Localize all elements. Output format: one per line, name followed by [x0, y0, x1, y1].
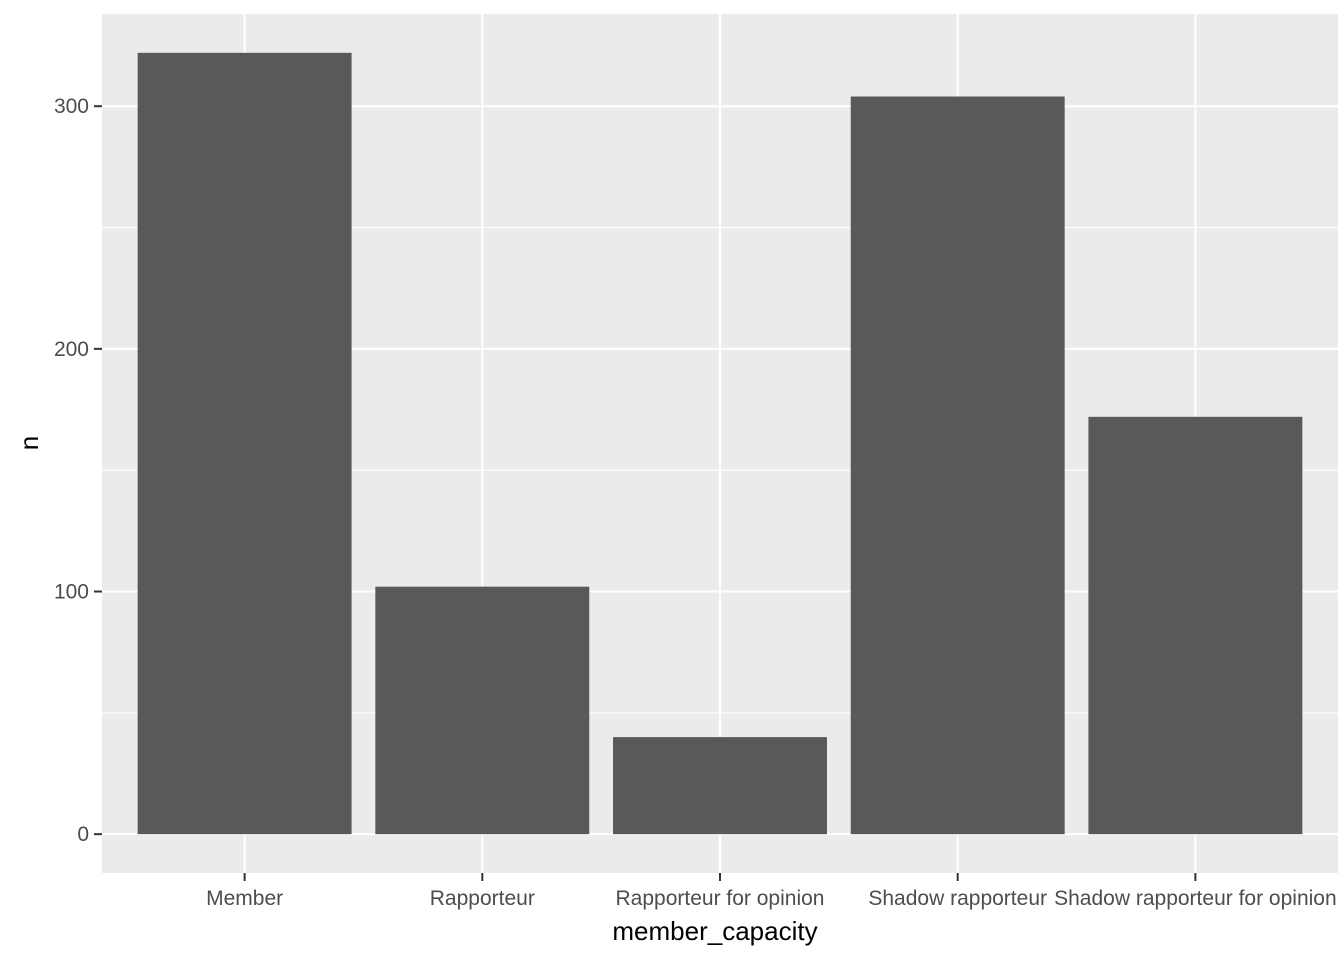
y-tick-label: 0 — [77, 823, 89, 846]
bar — [613, 737, 827, 835]
x-tick-label: Member — [206, 887, 283, 910]
x-tick-label: Shadow rapporteur — [868, 887, 1047, 910]
x-tick-label: Rapporteur for opinion — [616, 887, 825, 910]
bar — [375, 586, 590, 835]
x-tick-label: Rapporteur — [430, 887, 535, 910]
y-tick-label: 100 — [54, 581, 89, 604]
y-axis-title: n — [14, 436, 44, 450]
y-tick-label: 200 — [54, 338, 89, 361]
bars — [137, 52, 1303, 835]
y-axis: 0 100 200 300 — [54, 95, 102, 846]
bar — [1088, 416, 1303, 835]
x-axis-title: member_capacity — [612, 916, 817, 946]
bar — [850, 96, 1065, 835]
bar — [137, 52, 352, 835]
x-axis: Member Rapporteur Rapporteur for opinion Sh… — [206, 873, 1337, 910]
y-tick-label: 300 — [54, 95, 89, 118]
x-tick-label: Shadow rapporteur for opinion — [1054, 887, 1337, 910]
